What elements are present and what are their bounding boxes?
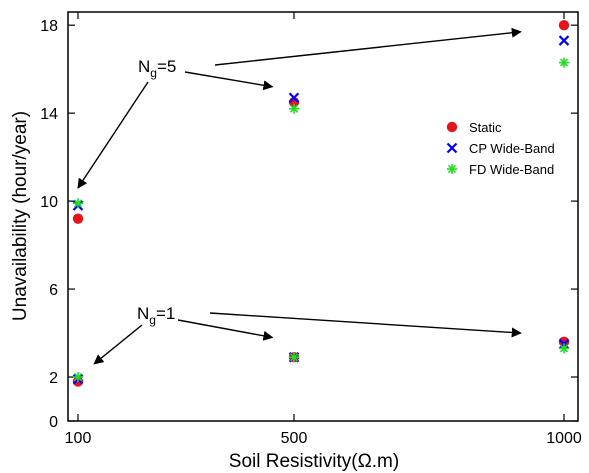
y-tick-label: 10: [40, 194, 58, 211]
annotation-arrow: [93, 324, 143, 365]
series-fd-wide-band: [73, 57, 569, 383]
annotation-arrow: [214, 27, 522, 66]
y-tick-label: 14: [40, 106, 58, 123]
legend-marker: [447, 164, 457, 174]
legend-label: CP Wide-Band: [469, 141, 555, 156]
data-point: [558, 19, 570, 31]
y-tick-label: 18: [40, 18, 58, 35]
legend-marker: [446, 142, 458, 154]
plot-frame: [67, 11, 579, 422]
annotation-label: Ng=1: [137, 304, 175, 327]
x-axis-label: Soil Resistivity(Ω.m): [229, 451, 399, 472]
data-point: [289, 103, 299, 114]
annotation-arrow: [77, 81, 149, 189]
x-tick-label: 100: [65, 430, 92, 447]
y-tick-label: 2: [49, 370, 58, 387]
plot-axes: [67, 11, 579, 422]
y-tick-label: 6: [49, 282, 58, 299]
data-point: [72, 213, 84, 224]
data-point: [289, 352, 299, 363]
legend-marker: [446, 121, 458, 133]
data-point: [559, 343, 569, 354]
x-tick-label: 500: [281, 430, 308, 447]
legend-label: Static: [469, 120, 502, 135]
data-point: [73, 372, 83, 383]
annotation-label: Ng=5: [138, 57, 176, 80]
x-axis-ticks: 100 500 1000: [65, 12, 582, 447]
y-tick-label: 0: [49, 414, 58, 431]
x-tick-label: 1000: [546, 430, 582, 447]
annotation-arrow: [177, 319, 274, 341]
data-point: [73, 198, 83, 209]
data-point: [559, 57, 569, 68]
data-marks: [72, 19, 570, 387]
y-axis-ticks: 0 2 6 10 14 18: [40, 18, 578, 431]
legend-label: FD Wide-Band: [469, 162, 554, 177]
data-point: [558, 35, 570, 46]
annotation-arrow: [209, 312, 522, 338]
y-axis-label: Unavailability (hour/year): [10, 111, 31, 321]
annotations: Ng=5 Ng=1: [77, 27, 522, 365]
legend: Static CP Wide-Band FD Wide-Band: [446, 120, 555, 177]
data-point: [288, 92, 300, 104]
data-point: [558, 336, 570, 348]
annotation-arrow: [184, 71, 274, 91]
